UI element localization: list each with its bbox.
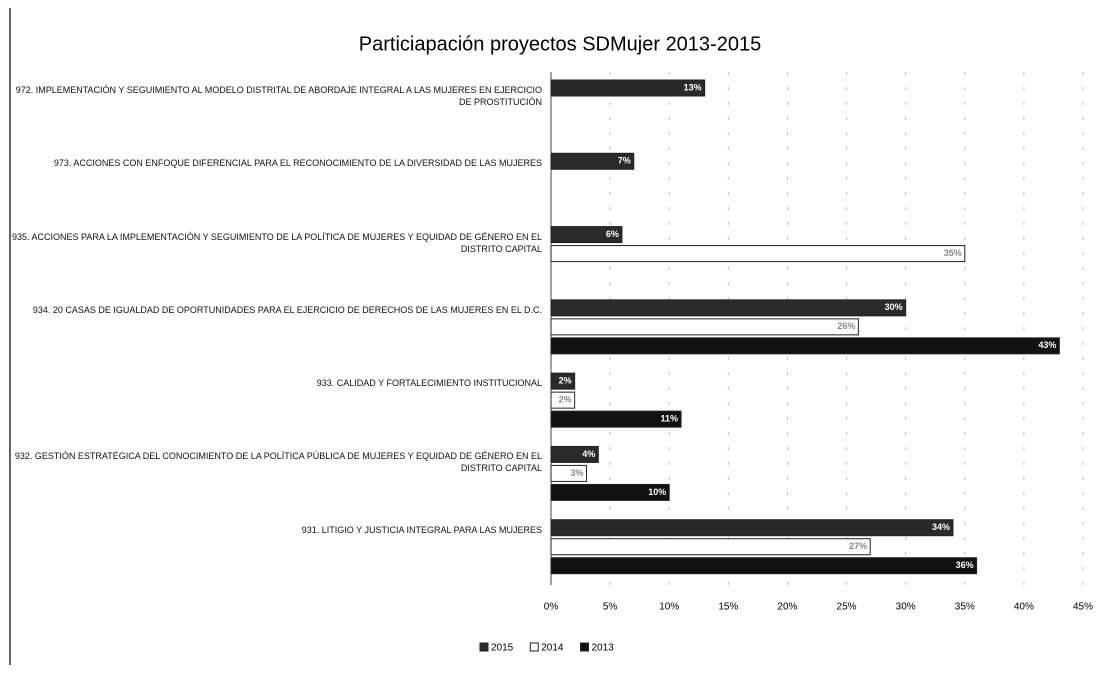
y-tick-label: 933. CALIDAD Y FORTALECIMIENTO INSTITUCI…	[316, 378, 542, 389]
chart-title: Particiapación proyectos SDMujer 2013-20…	[359, 33, 761, 55]
bar	[550, 391, 576, 409]
legend-swatch	[580, 642, 589, 652]
bar	[550, 318, 859, 336]
value-label: 30%	[885, 302, 903, 312]
y-tick-label: 931. LITIGIO Y JUSTICIA INTEGRAL PARA LA…	[301, 524, 542, 535]
y-tick-label: 973. ACCIONES CON ENFOQUE DIFERENCIAL PA…	[53, 158, 542, 169]
x-tick-label: 15%	[718, 602, 738, 613]
legend-label: 2015	[491, 643, 514, 654]
x-tick-label: 45%	[1073, 602, 1093, 613]
value-label: 7%	[618, 156, 631, 166]
bar	[550, 445, 599, 463]
bar	[550, 152, 635, 170]
y-tick-label: 932. GESTIÓN ESTRATÉGICA DEL CONOCIMIENT…	[14, 451, 542, 474]
bar	[550, 410, 682, 428]
bar	[550, 519, 954, 537]
bar	[550, 372, 576, 390]
value-label: 27%	[849, 541, 867, 551]
x-tick-label: 10%	[659, 602, 679, 613]
legend-label: 2014	[541, 643, 564, 654]
value-label: 35%	[944, 248, 962, 258]
x-tick-label: 40%	[1014, 602, 1034, 613]
bar	[550, 245, 966, 263]
value-label: 2%	[559, 376, 572, 386]
bar	[550, 226, 623, 244]
bar	[550, 538, 871, 556]
value-label: 6%	[606, 229, 619, 239]
bar	[550, 79, 706, 97]
bar	[550, 299, 907, 317]
legend-label: 2013	[592, 643, 615, 654]
y-tick-label: 935. ACCIONES PARA LA IMPLEMENTACIÓN Y S…	[12, 231, 542, 254]
legend-swatch	[479, 642, 489, 652]
x-tick-label: 0%	[544, 602, 559, 613]
legend-swatch	[529, 642, 539, 652]
y-tick-label: 934. 20 CASAS DE IGUALDAD DE OPORTUNIDAD…	[32, 304, 542, 315]
bar	[550, 557, 978, 575]
x-tick-label: 30%	[896, 602, 916, 613]
x-tick-label: 25%	[837, 602, 857, 613]
x-tick-label: 35%	[955, 602, 975, 613]
bar	[550, 483, 670, 501]
value-label: 4%	[582, 449, 595, 459]
value-label: 11%	[661, 414, 679, 424]
value-label: 34%	[932, 522, 950, 532]
value-label: 10%	[648, 487, 666, 497]
x-tick-label: 20%	[777, 602, 797, 613]
bar	[550, 337, 1060, 355]
value-label: 26%	[837, 321, 855, 331]
value-label: 3%	[570, 468, 583, 478]
y-tick-label: 972. IMPLEMENTACIÓN Y SEGUIMIENTO AL MOD…	[15, 85, 542, 107]
value-label: 36%	[956, 560, 974, 570]
value-label: 43%	[1038, 340, 1056, 350]
x-tick-label: 5%	[603, 602, 618, 613]
value-label: 13%	[684, 82, 702, 92]
bar	[550, 464, 587, 482]
value-label: 2%	[559, 395, 572, 405]
